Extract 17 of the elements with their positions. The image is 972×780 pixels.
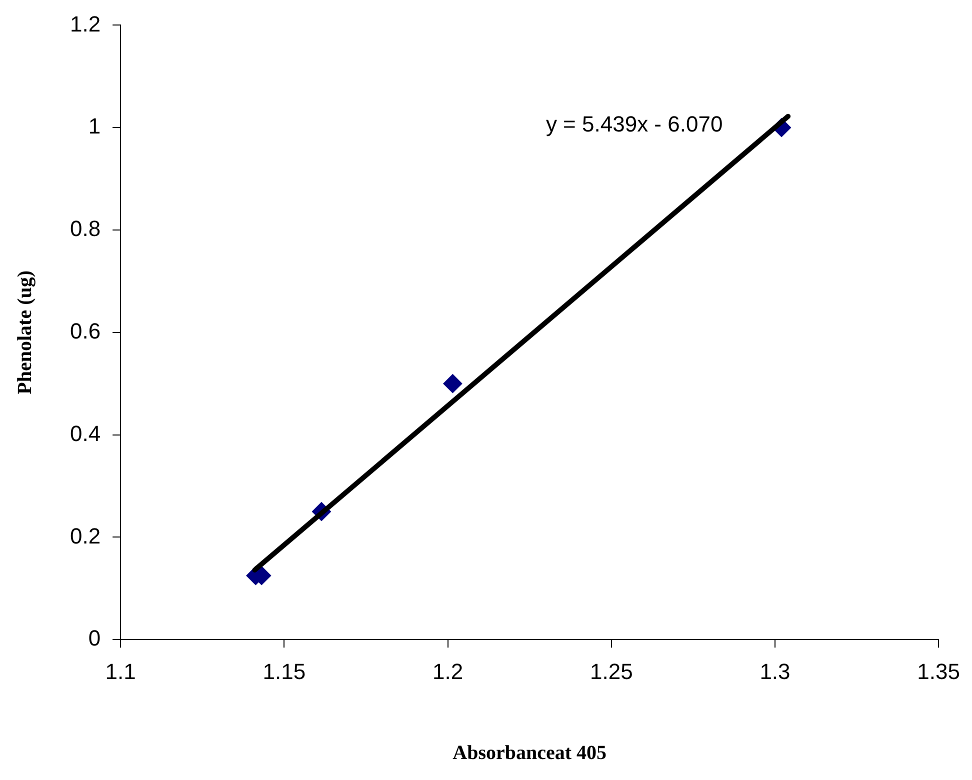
x-tick-label: 1.1 <box>105 658 136 684</box>
annotation: y = 5.439x - 6.070 <box>546 111 723 136</box>
y-tick-label: 0.2 <box>70 523 101 548</box>
x-axis-title: Absorbanceat 405 <box>452 742 607 764</box>
y-tick-label: 0.4 <box>70 420 101 446</box>
y-tick-label: 0.8 <box>70 216 101 242</box>
x-tick-label: 1.25 <box>590 658 633 684</box>
y-tick-label: 1.2 <box>70 11 101 36</box>
y-tick-label: 0 <box>88 626 101 651</box>
x-tick-label: 1.15 <box>262 658 306 684</box>
point <box>443 374 462 394</box>
x-tick-label: 1.2 <box>432 658 464 684</box>
x-tick-label: 1.35 <box>917 658 960 684</box>
y-axis-title: Phenolate (ug) <box>14 270 36 394</box>
y-tick-label: 0.6 <box>70 318 101 344</box>
x-tick-label: 1.3 <box>760 658 790 684</box>
y-tick-label: 1 <box>88 114 101 139</box>
